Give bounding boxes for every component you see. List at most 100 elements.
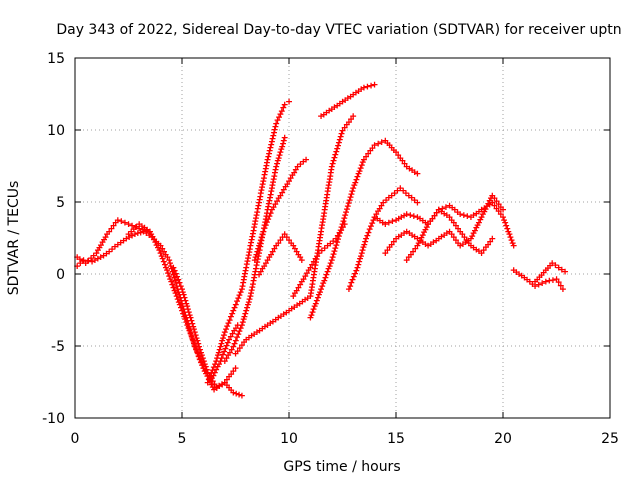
data-marker: + bbox=[330, 234, 337, 247]
data-marker: + bbox=[291, 300, 298, 313]
data-marker: + bbox=[358, 159, 365, 172]
data-marker: + bbox=[333, 239, 340, 252]
data-marker: + bbox=[313, 256, 320, 269]
data-marker: + bbox=[321, 274, 328, 287]
data-marker: + bbox=[180, 300, 187, 313]
data-marker: + bbox=[178, 294, 185, 307]
data-marker: + bbox=[351, 179, 358, 192]
data-marker: + bbox=[461, 231, 468, 244]
data-marker: + bbox=[370, 213, 377, 226]
data-marker: + bbox=[270, 175, 277, 188]
data-marker: + bbox=[409, 164, 416, 177]
data-marker: + bbox=[204, 370, 211, 383]
data-point: + bbox=[299, 254, 306, 267]
data-point: + bbox=[93, 246, 100, 259]
data-marker: + bbox=[198, 356, 205, 369]
data-marker: + bbox=[391, 235, 398, 248]
data-marker: + bbox=[194, 346, 201, 359]
data-marker: + bbox=[459, 228, 466, 241]
data-point: + bbox=[254, 326, 261, 339]
data-marker: + bbox=[192, 326, 199, 339]
data-marker: + bbox=[185, 317, 192, 330]
grid-lines bbox=[75, 58, 610, 418]
data-marker: + bbox=[275, 151, 282, 164]
data-marker: + bbox=[253, 211, 260, 224]
data-marker: + bbox=[299, 295, 306, 308]
data-marker: + bbox=[406, 251, 413, 264]
data-marker: + bbox=[321, 203, 328, 216]
data-point: + bbox=[147, 225, 154, 238]
data-point: + bbox=[275, 311, 282, 324]
y-tick-label: 5 bbox=[56, 195, 65, 211]
data-marker: + bbox=[192, 339, 199, 352]
data-marker: + bbox=[386, 216, 393, 229]
data-marker: + bbox=[429, 212, 436, 225]
data-marker: + bbox=[252, 251, 259, 264]
data-marker: + bbox=[148, 228, 155, 241]
data-marker: + bbox=[189, 317, 196, 330]
data-marker: + bbox=[395, 212, 402, 225]
data-marker: + bbox=[538, 268, 545, 281]
data-marker: + bbox=[172, 274, 179, 287]
data-marker: + bbox=[450, 231, 457, 244]
data-marker: + bbox=[188, 330, 195, 343]
data-marker: + bbox=[272, 197, 279, 210]
data-marker: + bbox=[165, 267, 172, 280]
data-marker: + bbox=[369, 217, 376, 230]
data-marker: + bbox=[472, 224, 479, 237]
data-point: + bbox=[232, 362, 239, 375]
data-point: + bbox=[269, 203, 276, 216]
data-marker: + bbox=[217, 340, 224, 353]
series-arc-5: ++++++++++++++++++++++++++++++++++++++++… bbox=[204, 95, 292, 389]
data-marker: + bbox=[317, 228, 324, 241]
data-marker: + bbox=[486, 198, 493, 211]
data-marker: + bbox=[248, 236, 255, 249]
data-point: + bbox=[435, 232, 442, 245]
data-marker: + bbox=[358, 83, 365, 96]
data-marker: + bbox=[225, 316, 232, 329]
data-marker: + bbox=[300, 272, 307, 285]
data-marker: + bbox=[352, 176, 359, 189]
data-marker: + bbox=[368, 220, 375, 233]
data-marker: + bbox=[309, 258, 316, 271]
data-marker: + bbox=[452, 203, 459, 216]
data-marker: + bbox=[242, 264, 249, 277]
data-marker: + bbox=[323, 191, 330, 204]
data-marker: + bbox=[321, 242, 328, 255]
data-marker: + bbox=[168, 262, 175, 275]
data-marker: + bbox=[389, 215, 396, 228]
data-marker: + bbox=[495, 197, 502, 210]
data-marker: + bbox=[85, 254, 92, 267]
data-marker: + bbox=[263, 159, 270, 172]
data-point: + bbox=[209, 372, 216, 385]
data-marker: + bbox=[190, 320, 197, 333]
data-marker: + bbox=[341, 212, 348, 225]
data-marker: + bbox=[332, 242, 339, 255]
data-marker: + bbox=[242, 307, 249, 320]
data-point: + bbox=[89, 255, 96, 268]
data-marker: + bbox=[314, 249, 321, 262]
data-marker: + bbox=[486, 194, 493, 207]
data-marker: + bbox=[265, 212, 272, 225]
data-point: + bbox=[157, 239, 164, 252]
data-marker: + bbox=[269, 245, 276, 258]
data-point: + bbox=[221, 376, 228, 389]
data-marker: + bbox=[218, 337, 225, 350]
data-marker: + bbox=[255, 253, 262, 266]
data-marker: + bbox=[316, 288, 323, 301]
data-marker: + bbox=[378, 136, 385, 149]
data-point: + bbox=[414, 239, 421, 252]
data-point: + bbox=[125, 218, 132, 231]
data-marker: + bbox=[254, 245, 261, 258]
data-point: + bbox=[371, 210, 378, 223]
data-marker: + bbox=[103, 247, 110, 260]
data-marker: + bbox=[176, 276, 183, 289]
data-marker: + bbox=[253, 208, 260, 221]
data-point: + bbox=[294, 160, 301, 173]
data-marker: + bbox=[320, 108, 327, 121]
data-marker: + bbox=[251, 271, 258, 284]
data-point: + bbox=[371, 138, 378, 151]
data-marker: + bbox=[268, 248, 275, 261]
data-marker: + bbox=[80, 255, 87, 268]
